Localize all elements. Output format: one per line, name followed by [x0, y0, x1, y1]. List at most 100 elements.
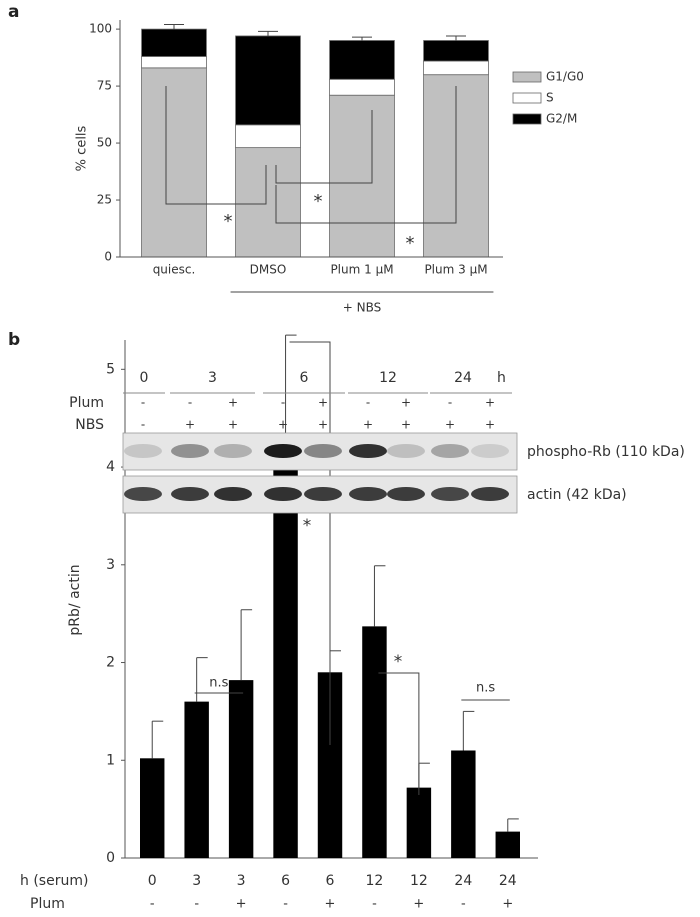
x-tick-label-plum: + [325, 897, 336, 912]
bar-segment [423, 60, 489, 76]
error-bar [373, 565, 386, 627]
bar-segment [141, 67, 207, 258]
blot-sign: - [141, 418, 145, 432]
blot-band [214, 444, 252, 458]
blot-sign: + [318, 396, 328, 410]
time-label: 0 [140, 370, 149, 386]
error-bar [240, 609, 253, 681]
x-tick-label-plum: - [372, 897, 377, 912]
x-tick-label-plum: - [461, 897, 466, 912]
blot-band [264, 444, 302, 458]
blot-sign: - [188, 396, 192, 410]
x-tick-label: 6 [281, 873, 290, 889]
significance-label: * [224, 211, 233, 232]
x-tick-label: Plum 1 μM [330, 263, 393, 277]
blot-sign: + [185, 418, 195, 432]
x-tick-label-plum: - [150, 897, 155, 912]
bar [362, 626, 387, 858]
time-unit: h [497, 370, 506, 386]
error-bar [258, 30, 278, 36]
blot-sign: + [363, 418, 373, 432]
x-tick-label: 6 [326, 873, 335, 889]
panel-label: a [8, 2, 19, 22]
legend-label: S [546, 91, 554, 105]
legend-label: G2/M [546, 112, 577, 126]
error-bar [329, 650, 341, 673]
x-tick-label: 24 [499, 873, 517, 889]
x-tick-label: quiesc. [153, 263, 196, 277]
row-label: h (serum) [20, 873, 88, 889]
blot-band [171, 444, 209, 458]
y-tick-label: 0 [106, 850, 115, 866]
significance-bracket [378, 672, 420, 795]
blot-band [387, 444, 425, 458]
error-bar [446, 35, 466, 41]
significance-bracket [275, 86, 457, 224]
blot-band [214, 487, 252, 501]
legend-label: G1/G0 [546, 70, 584, 84]
bar-segment [235, 35, 301, 126]
significance-bracket [289, 341, 331, 745]
error-bar [164, 24, 184, 30]
time-label: 24 [454, 370, 472, 386]
time-label: 3 [208, 370, 217, 386]
x-tick-label: Plum 3 μM [424, 263, 487, 277]
blot-sign: + [278, 418, 288, 432]
band-label: phospho-Rb (110 kDa) [527, 444, 685, 460]
blot-sign: + [445, 418, 455, 432]
x-tick-label: 24 [454, 873, 472, 889]
x-tick-label: 3 [237, 873, 246, 889]
significance-label: * [303, 516, 312, 536]
blot-band [431, 487, 469, 501]
bar-segment [235, 124, 301, 149]
bar-segment [329, 40, 395, 80]
blot-strip [122, 432, 518, 471]
legend-swatch [512, 92, 542, 104]
blot-band [124, 487, 162, 501]
x-tick-label: 0 [148, 873, 157, 889]
significance-label: * [406, 233, 415, 254]
x-tick-label: 12 [366, 873, 384, 889]
y-tick-label: 3 [106, 557, 115, 573]
blot-band [387, 487, 425, 501]
blot-band [431, 444, 469, 458]
y-tick-label: 2 [106, 655, 115, 671]
blot-row-label: Plum [69, 395, 104, 411]
blot-band [124, 444, 162, 458]
bar-segment [141, 28, 207, 57]
bar [140, 758, 165, 858]
band-label: actin (42 kDa) [527, 487, 627, 503]
bar-segment [423, 40, 489, 62]
time-label: 12 [379, 370, 397, 386]
x-tick-label: 12 [410, 873, 428, 889]
panel-label: b [8, 330, 20, 350]
x-tick-label-plum: + [413, 897, 424, 912]
y-tick-label: 1 [106, 752, 115, 768]
bar-segment [235, 147, 301, 258]
error-bar [151, 720, 164, 759]
blot-row-label: NBS [75, 417, 104, 433]
y-tick-label: 4 [106, 459, 115, 475]
error-bar [285, 334, 297, 435]
y-tick-label: 0 [104, 250, 112, 264]
x-tick-label-plum: - [283, 897, 288, 912]
y-tick-label: 5 [106, 361, 115, 377]
row-label: Plum [30, 896, 65, 912]
error-bar [196, 657, 208, 702]
y-tick-label: 25 [97, 193, 112, 207]
blot-band [264, 487, 302, 501]
bar [451, 750, 476, 858]
error-bar [418, 762, 430, 788]
error-bar [462, 710, 475, 751]
blot-band [171, 487, 209, 501]
y-tick-label: 100 [89, 22, 112, 36]
y-tick-label: 75 [97, 79, 112, 93]
bar [495, 831, 520, 858]
legend-swatch [512, 113, 542, 125]
significance-label: n.s [476, 681, 495, 696]
x-tick-label-plum: + [502, 897, 513, 912]
blot-band [304, 487, 342, 501]
blot-sign: - [448, 396, 452, 410]
error-bar [507, 818, 519, 832]
x-tick-label-plum: + [236, 897, 247, 912]
